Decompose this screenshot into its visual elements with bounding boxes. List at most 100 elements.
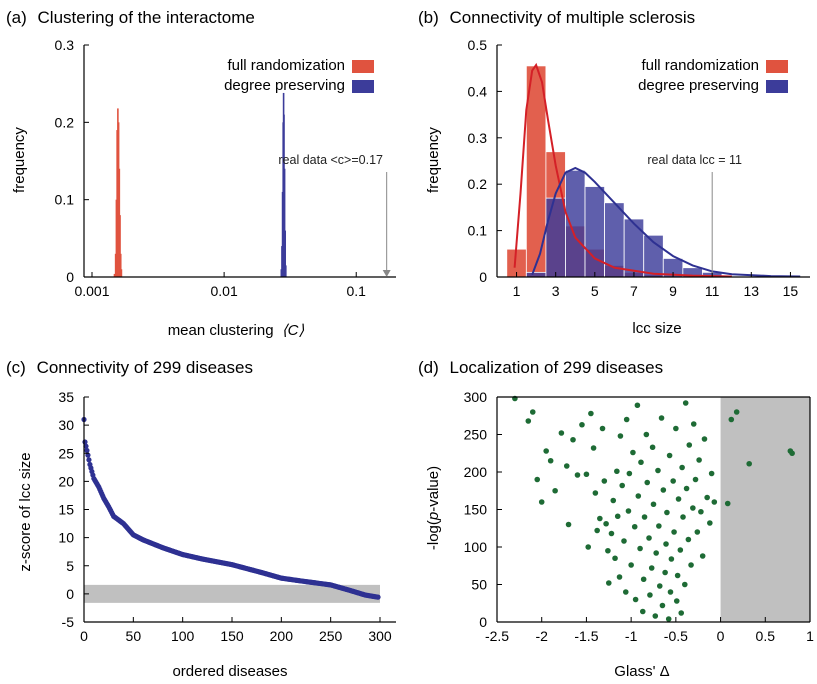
bar-a-degree-preserving bbox=[284, 230, 287, 277]
panel-a-xlabel: mean clustering ⟨C⟩ bbox=[168, 322, 305, 339]
disease-point bbox=[664, 509, 670, 516]
panel-b-annotation-text: real data lcc = 11 bbox=[647, 153, 742, 167]
disease-point bbox=[655, 467, 661, 474]
panel-b-title-text: Connectivity of multiple sclerosis bbox=[450, 8, 696, 27]
panel-a-y-tick-label: 0.3 bbox=[55, 37, 75, 53]
disease-point bbox=[625, 508, 632, 514]
panel-b-xlabel: lcc size bbox=[632, 320, 681, 337]
panel-a-xlabel-text: mean clustering bbox=[168, 322, 274, 339]
bar-a-degree-preserving bbox=[284, 265, 287, 277]
disease-point bbox=[665, 616, 672, 622]
disease-point bbox=[673, 425, 679, 432]
disease-point bbox=[597, 515, 603, 522]
panel-d-ylabel-p: p bbox=[425, 512, 442, 521]
disease-point bbox=[590, 445, 597, 451]
legend-a-degree-preserving: degree preserving bbox=[224, 77, 345, 94]
legend-a-blue-swatch bbox=[352, 80, 374, 93]
disease-point bbox=[656, 523, 662, 529]
disease-point bbox=[686, 442, 693, 448]
disease-point bbox=[692, 476, 699, 483]
disease-point bbox=[698, 508, 704, 515]
disease-point bbox=[646, 535, 652, 541]
panel-c-axes: 0 50 100 150 200 250 300 -5 0 5 10 15 20 25 30 35 bbox=[58, 389, 396, 644]
disease-point bbox=[635, 493, 642, 499]
panel-c-points bbox=[81, 416, 381, 600]
disease-point bbox=[644, 479, 651, 486]
disease-point bbox=[632, 596, 639, 603]
panel-a-y-tick-label: 0 bbox=[66, 269, 74, 285]
panel-a-annotation-arrow bbox=[382, 270, 391, 277]
disease-point bbox=[630, 449, 636, 456]
panel-b-fit-curves bbox=[513, 62, 801, 278]
disease-point bbox=[649, 444, 656, 451]
panel-b-bars bbox=[506, 65, 723, 278]
disease-point bbox=[640, 576, 647, 583]
legend-a-red-swatch bbox=[352, 60, 374, 73]
disease-point bbox=[679, 464, 685, 471]
panel-b-x-tick-label: 13 bbox=[744, 283, 760, 299]
disease-point bbox=[674, 572, 681, 579]
disease-point bbox=[643, 431, 650, 438]
panel-b-x-tick-label: 3 bbox=[552, 283, 560, 299]
panel-b-annotation: real data lcc = 11 bbox=[647, 153, 742, 273]
disease-point bbox=[652, 613, 659, 619]
disease-point bbox=[552, 487, 558, 494]
panel-c-x-tick-label: 200 bbox=[270, 628, 294, 644]
panel-d-x-tick-label: 0.5 bbox=[756, 628, 776, 644]
panel-d-x-tick-label: 0 bbox=[717, 628, 725, 644]
disease-point bbox=[612, 555, 618, 562]
panel-b-y-tick-label: 0 bbox=[479, 269, 487, 285]
disease-point bbox=[724, 500, 731, 507]
disease-point bbox=[525, 418, 532, 424]
panel-d-shaded-region-rect bbox=[720, 397, 810, 622]
disease-point bbox=[704, 494, 710, 501]
panel-c-ylabel: z-score of lcc size bbox=[17, 452, 34, 571]
panel-a-x-tick-label: 0.1 bbox=[346, 283, 366, 299]
disease-point bbox=[558, 430, 565, 436]
panel-b-y-tick-label: 0.4 bbox=[468, 83, 488, 99]
disease-point bbox=[603, 520, 609, 527]
panel-c-y-tick-label: 25 bbox=[58, 445, 74, 461]
disease-point bbox=[601, 478, 608, 484]
panel-b-x-tick-label: 1 bbox=[513, 283, 521, 299]
panel-d-ylabel-prefix: -log( bbox=[425, 520, 442, 550]
panel-a-ylabel: frequency bbox=[11, 127, 28, 193]
legend-a-full-randomization: full randomization bbox=[227, 57, 345, 74]
disease-point bbox=[658, 415, 665, 421]
legend-b-full-randomization: full randomization bbox=[641, 57, 759, 74]
disease-point bbox=[86, 457, 92, 463]
panel-d-y-tick-label: 100 bbox=[464, 539, 488, 555]
legend-b-blue-swatch bbox=[766, 80, 788, 93]
panel-d-x-tick-label: -2 bbox=[535, 628, 548, 644]
panel-c-x-tick-label: 250 bbox=[319, 628, 343, 644]
disease-point bbox=[675, 496, 682, 502]
panel-b-x-tick-label: 15 bbox=[783, 283, 799, 299]
disease-point bbox=[84, 447, 90, 454]
panel-b: (b) Connectivity of multiple sclerosis 1… bbox=[418, 8, 810, 337]
fit-curve-full-randomization bbox=[513, 62, 732, 278]
disease-point bbox=[682, 581, 688, 588]
panel-c-title-text: Connectivity of 299 diseases bbox=[37, 358, 253, 377]
panel-a-x-tick-label: 0.01 bbox=[210, 283, 237, 299]
panel-d-y-tick-label: 0 bbox=[479, 614, 487, 630]
panel-b-x-tick-label: 11 bbox=[705, 283, 720, 299]
panel-c-xlabel: ordered diseases bbox=[172, 663, 287, 680]
panel-c: (c) Connectivity of 299 diseases 0 50 100 1… bbox=[6, 358, 396, 680]
disease-point bbox=[563, 463, 570, 469]
panel-b-y-tick-label: 0.3 bbox=[468, 130, 488, 146]
panel-c-x-tick-label: 100 bbox=[171, 628, 195, 644]
bar-a-full-randomization bbox=[119, 253, 122, 277]
disease-point bbox=[711, 499, 718, 505]
disease-point bbox=[638, 459, 644, 466]
disease-point bbox=[610, 497, 617, 504]
panel-d-y-tick-label: 50 bbox=[471, 577, 487, 593]
disease-point bbox=[662, 569, 668, 576]
disease-point bbox=[543, 448, 549, 454]
disease-point bbox=[733, 409, 740, 415]
disease-point bbox=[656, 583, 663, 589]
panel-a-title-text: Clustering of the interactome bbox=[38, 8, 255, 27]
disease-point bbox=[529, 409, 536, 415]
disease-point bbox=[647, 592, 653, 598]
disease-point bbox=[639, 608, 646, 615]
